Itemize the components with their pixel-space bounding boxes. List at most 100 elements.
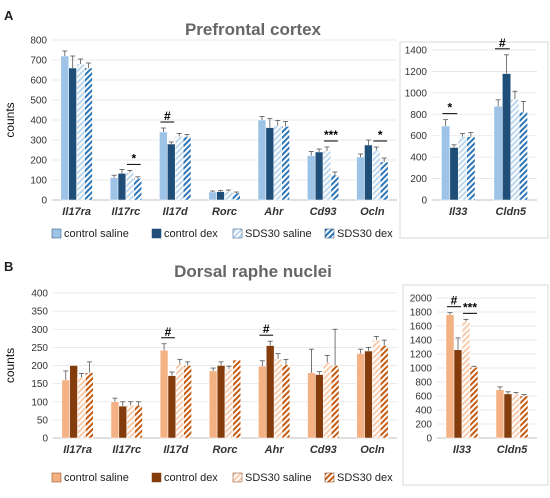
bar <box>258 365 267 439</box>
y-tick-label: 1000 <box>405 88 428 99</box>
y-tick-label: 350 <box>31 307 48 318</box>
bar <box>330 365 340 439</box>
bar <box>493 106 503 201</box>
legend-label: control dex <box>164 472 218 484</box>
legend-swatch <box>324 472 335 483</box>
bar <box>208 191 217 201</box>
bar <box>322 150 332 201</box>
bar <box>372 149 381 201</box>
x-category-label: Il17d <box>163 444 188 456</box>
bar <box>109 177 119 201</box>
x-category-label: Rorc <box>212 206 237 218</box>
bar <box>281 364 291 439</box>
significance-marker: # <box>164 109 171 123</box>
bar <box>266 345 275 439</box>
bar <box>209 370 218 439</box>
bar <box>281 126 290 201</box>
bar <box>356 156 365 201</box>
legend-item: control saline <box>51 472 129 484</box>
bar <box>182 136 192 201</box>
y-tick-label: 800 <box>410 110 427 121</box>
bar <box>519 395 529 439</box>
significance-marker: * <box>448 101 453 115</box>
y-axis-label: counts <box>3 348 17 383</box>
y-tick-label: 600 <box>30 76 47 87</box>
bar <box>68 67 77 201</box>
y-tick-label: 250 <box>31 343 48 354</box>
bar <box>449 147 459 201</box>
y-tick-label: 1200 <box>410 350 433 361</box>
legend-swatch <box>324 228 335 239</box>
y-tick-label: 200 <box>30 156 47 167</box>
bar <box>224 190 233 201</box>
y-tick-label: 150 <box>31 379 48 390</box>
bar <box>159 350 169 439</box>
x-category-label: Cldn5 <box>497 444 528 456</box>
x-category-label: Il17ra <box>63 444 92 456</box>
x-category-label: Il17d <box>163 206 188 218</box>
y-axis-label: counts <box>3 102 17 137</box>
bar <box>461 320 471 439</box>
bar <box>503 393 513 439</box>
panel-a-letter: A <box>4 8 14 23</box>
bar <box>466 136 476 201</box>
bar <box>495 389 505 439</box>
legend-item: control dex <box>151 472 218 484</box>
legends-layer: control saline control dex SDS30 saline SDS… <box>51 228 393 484</box>
bar <box>364 350 373 439</box>
chart-b-side: 0 200 400 600 800 1000 1200 1400 1600 1800 2000 Il3… <box>402 284 549 486</box>
bar <box>232 192 241 201</box>
bar <box>133 178 142 201</box>
x-category-label: Cd93 <box>310 444 337 456</box>
bar <box>167 143 176 201</box>
bar <box>273 125 282 201</box>
bar <box>85 372 94 439</box>
legend-item: control dex <box>151 228 218 240</box>
y-tick-label: 1000 <box>410 364 433 375</box>
y-tick-label: 300 <box>31 325 48 336</box>
y-tick-label: 100 <box>31 397 48 408</box>
panel-b-letter: B <box>4 259 13 274</box>
x-category-label: Il17rc <box>112 206 141 218</box>
x-category-label: Il33 <box>453 444 471 456</box>
legend-label: control dex <box>164 228 218 240</box>
significance-marker: * <box>378 128 383 142</box>
y-tick-label: 1600 <box>410 322 433 333</box>
legend-label: SDS30 dex <box>337 228 393 240</box>
bar <box>469 367 479 439</box>
y-tick-label: 200 <box>415 420 432 431</box>
y-tick-label: 800 <box>30 36 47 47</box>
x-category-label: Il17ra <box>62 206 91 218</box>
significance-marker: # <box>165 325 172 339</box>
x-category-label: Cldn5 <box>495 206 526 218</box>
y-tick-label: 100 <box>30 176 47 187</box>
x-category-label: Ocln <box>360 206 385 218</box>
x-category-label: Il33 <box>449 206 467 218</box>
bar <box>216 365 226 439</box>
legend-label: control saline <box>64 472 129 484</box>
bar <box>77 376 86 439</box>
significance-marker: *** <box>324 128 338 142</box>
bar <box>307 372 316 439</box>
legend-item: SDS30 dex <box>324 472 393 484</box>
bar <box>511 393 521 439</box>
bar <box>379 161 389 201</box>
chart-a-main: 0 100 200 300 400 500 600 700 800 counts Il17ra Il1… <box>3 36 397 218</box>
bar <box>518 111 528 201</box>
y-tick-label: 800 <box>415 378 432 389</box>
bar <box>441 125 451 201</box>
legend-swatch <box>51 228 62 239</box>
y-tick-label: 0 <box>42 434 48 445</box>
y-tick-label: 1400 <box>405 46 428 57</box>
bar <box>323 362 332 439</box>
bar <box>314 151 324 201</box>
significance-marker: * <box>131 151 136 165</box>
legend-swatch <box>232 228 243 239</box>
bar <box>330 174 340 201</box>
y-tick-label: 200 <box>31 361 48 372</box>
bar <box>224 368 234 439</box>
y-tick-label: 600 <box>410 131 427 142</box>
chart-b-main: 0 50 100 150 200 250 300 350 400 counts Il17ra Il17… <box>3 289 397 456</box>
y-tick-label: 0 <box>421 196 427 207</box>
legend-item: SDS30 saline <box>232 228 312 240</box>
